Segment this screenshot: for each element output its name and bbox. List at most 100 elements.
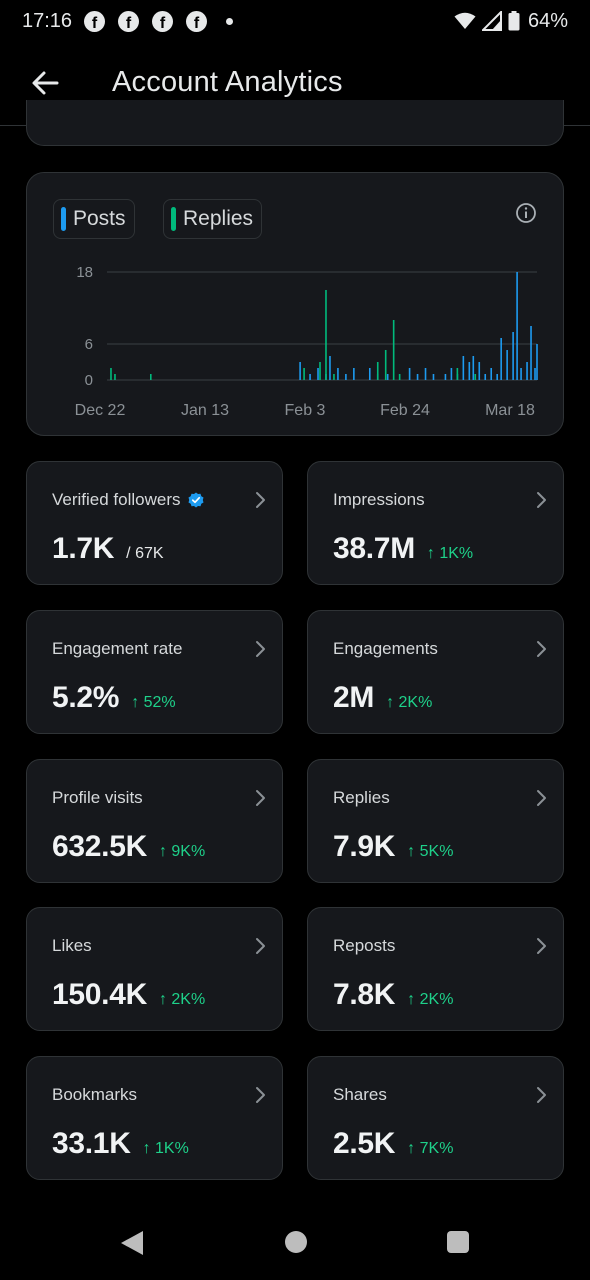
posts-bar [329,356,331,380]
legend-posts-toggle[interactable]: Posts [53,199,135,239]
posts-bar [450,368,453,380]
replies-bar [325,290,327,380]
metric-card-verified-followers[interactable]: Verified followers 1.7K / 67K [26,461,283,585]
metric-card-engagements[interactable]: Engagements 2M ↑ 2K% [307,610,564,734]
metric-value-text: 632.5K [52,830,147,863]
metric-value-text: 7.9K [333,830,396,863]
chevron-right-icon [256,492,265,508]
chevron-right-icon [256,790,265,806]
posts-bar [368,368,371,380]
metric-value: 33.1K ↑ 1K% [52,1127,189,1161]
replies-bar [303,368,305,380]
wifi-icon [454,12,476,29]
metric-label-text: Reposts [333,936,396,955]
metric-label: Reposts [333,936,395,956]
metric-value-text: 33.1K [52,1127,131,1160]
posts-bar [386,374,389,380]
posts-bar [299,362,301,380]
verified-badge-icon [188,492,204,508]
posts-bar [424,368,427,380]
metric-value: 150.4K ↑ 2K% [52,978,205,1012]
metric-label: Impressions [333,490,425,510]
posts-bar [408,368,411,380]
metric-card-bookmarks[interactable]: Bookmarks 33.1K ↑ 1K% [26,1056,283,1180]
x-tick-label: Dec 22 [75,402,126,419]
metric-change: ↑ 2K% [407,991,454,1008]
posts-bar [478,362,481,380]
posts-bar [490,368,493,380]
metric-label: Shares [333,1085,387,1105]
metric-change: ↑ 1K% [426,545,474,562]
posts-bar [506,350,508,380]
info-icon [516,203,536,223]
metric-total: / 67K [126,545,164,562]
metric-label-text: Engagement rate [52,639,183,658]
metric-card-impressions[interactable]: Impressions 38.7M ↑ 1K% [307,461,564,585]
metric-card-profile-visits[interactable]: Profile visits 632.5K ↑ 9K% [26,759,283,883]
posts-bar [353,368,355,380]
y-tick-label: 18 [76,264,93,281]
replies-bar [376,362,379,380]
metric-card-likes[interactable]: Likes 150.4K ↑ 2K% [26,907,283,1031]
facebook-notification-icon: f [152,10,174,32]
metric-card-shares[interactable]: Shares 2.5K ↑ 7K% [307,1056,564,1180]
replies-bar [456,368,459,380]
metric-value: 1.7K / 67K [52,532,164,566]
replies-bar [392,320,395,380]
nav-recents-icon[interactable] [447,1231,469,1253]
posts-bar [496,374,498,380]
legend-replies-toggle[interactable]: Replies [163,199,263,239]
more-notifications-dot-icon [226,17,234,25]
info-button[interactable] [515,202,537,224]
replies-bar [474,374,477,380]
x-tick-label: Mar 18 [485,402,535,419]
facebook-notification-icon: f [118,10,140,32]
y-tick-label: 6 [85,336,93,353]
posts-bar [512,332,514,380]
nav-back-icon[interactable] [120,1230,144,1256]
nav-home-icon[interactable] [285,1231,307,1253]
metric-value: 2M ↑ 2K% [333,681,432,715]
metric-change: ↑ 2K% [386,694,433,711]
metric-value: 5.2% ↑ 52% [52,681,176,715]
cell-signal-icon [481,11,502,31]
posts-bar [416,374,419,380]
posts-bar [472,356,475,380]
metric-label-text: Bookmarks [52,1085,138,1104]
x-tick-label: Jan 13 [181,402,229,419]
system-navigation-bar [0,1200,590,1280]
activity-chart-card: Posts Replies 0 6 18 Dec 22 Jan 13 Feb 3 Feb 2… [26,172,564,436]
status-time: 17:16 [22,9,73,32]
back-button[interactable] [28,66,62,100]
overview-card-partial[interactable] [26,100,564,146]
metric-label: Replies [333,788,390,808]
metric-value-text: 38.7M [333,532,415,565]
legend-posts-label: Posts [73,207,126,230]
metric-label-text: Verified followers [52,490,181,509]
posts-bar [462,356,465,380]
arrow-left-icon [32,71,59,95]
metric-change: ↑ 1K% [142,1140,189,1157]
metric-change: ↑ 7K% [407,1140,454,1157]
metric-label: Likes [52,936,92,956]
metric-label: Engagements [333,639,438,659]
replies-bar [149,374,152,380]
metric-card-reposts[interactable]: Reposts 7.8K ↑ 2K% [307,907,564,1031]
replies-color-swatch [171,207,176,231]
replies-bar [110,368,112,380]
metric-label-text: Likes [52,936,92,955]
metric-label-text: Profile visits [52,788,143,807]
metric-card-replies[interactable]: Replies 7.9K ↑ 5K% [307,759,564,883]
posts-bar [500,338,502,380]
metric-card-engagement-rate[interactable]: Engagement rate 5.2% ↑ 52% [26,610,283,734]
chevron-right-icon [537,790,546,806]
status-bar: 17:16 f f f f 64% [0,0,590,42]
posts-bar [309,374,311,380]
metric-label-text: Replies [333,788,390,807]
posts-bar [526,362,528,380]
chevron-right-icon [256,641,265,657]
posts-bar [536,344,538,380]
metric-change: ↑ 9K% [158,843,206,860]
chevron-right-icon [537,641,546,657]
x-tick-label: Feb 24 [380,402,430,419]
